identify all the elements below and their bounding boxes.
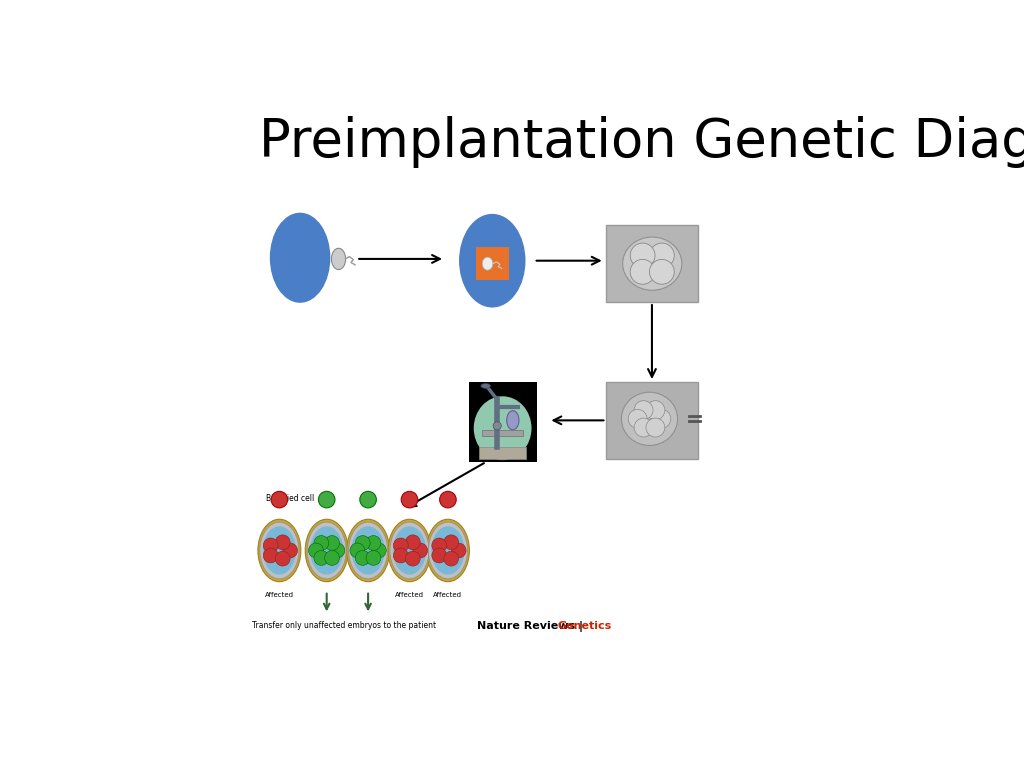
- Ellipse shape: [630, 243, 655, 268]
- Circle shape: [263, 548, 279, 563]
- Circle shape: [355, 551, 370, 565]
- Circle shape: [406, 551, 420, 566]
- Ellipse shape: [263, 526, 296, 574]
- Ellipse shape: [646, 418, 665, 437]
- Circle shape: [271, 492, 288, 508]
- Ellipse shape: [428, 522, 467, 579]
- Circle shape: [359, 492, 377, 508]
- FancyBboxPatch shape: [469, 382, 537, 462]
- Circle shape: [325, 551, 340, 565]
- Circle shape: [401, 492, 418, 508]
- Ellipse shape: [474, 396, 531, 460]
- Ellipse shape: [431, 526, 465, 574]
- Text: Affected: Affected: [395, 592, 424, 598]
- Circle shape: [443, 551, 459, 566]
- Ellipse shape: [393, 526, 426, 574]
- Ellipse shape: [481, 383, 490, 389]
- Circle shape: [314, 551, 329, 565]
- Circle shape: [330, 543, 345, 558]
- Ellipse shape: [390, 522, 429, 579]
- Circle shape: [372, 543, 386, 558]
- Ellipse shape: [258, 519, 301, 581]
- Circle shape: [406, 535, 420, 550]
- Ellipse shape: [305, 519, 348, 581]
- Ellipse shape: [622, 392, 678, 445]
- Circle shape: [263, 538, 279, 553]
- Circle shape: [413, 543, 428, 558]
- FancyBboxPatch shape: [482, 430, 523, 436]
- Text: Genetics: Genetics: [557, 621, 611, 631]
- Circle shape: [366, 535, 381, 551]
- Circle shape: [314, 535, 329, 551]
- Circle shape: [318, 492, 335, 508]
- Circle shape: [432, 538, 446, 553]
- Ellipse shape: [426, 519, 469, 581]
- Ellipse shape: [332, 248, 346, 270]
- Circle shape: [393, 538, 409, 553]
- Circle shape: [452, 543, 466, 558]
- FancyBboxPatch shape: [476, 247, 509, 280]
- Text: Biopsied cell: Biopsied cell: [266, 494, 314, 503]
- Ellipse shape: [482, 257, 493, 270]
- Ellipse shape: [628, 409, 647, 429]
- Circle shape: [308, 543, 324, 558]
- Circle shape: [439, 492, 457, 508]
- FancyBboxPatch shape: [479, 448, 526, 458]
- Circle shape: [355, 535, 370, 551]
- Ellipse shape: [623, 237, 682, 290]
- Circle shape: [275, 551, 290, 566]
- Circle shape: [393, 548, 409, 563]
- Ellipse shape: [649, 243, 674, 268]
- Ellipse shape: [507, 411, 519, 430]
- Ellipse shape: [348, 522, 388, 579]
- Circle shape: [275, 535, 290, 550]
- Ellipse shape: [646, 401, 665, 419]
- Text: Affected: Affected: [265, 592, 294, 598]
- Circle shape: [443, 535, 459, 550]
- Ellipse shape: [351, 526, 385, 574]
- Ellipse shape: [346, 519, 389, 581]
- Circle shape: [494, 422, 502, 430]
- Circle shape: [283, 543, 298, 558]
- Ellipse shape: [307, 522, 346, 579]
- Ellipse shape: [270, 214, 330, 302]
- Ellipse shape: [630, 260, 655, 284]
- Ellipse shape: [634, 401, 653, 419]
- Ellipse shape: [310, 526, 343, 574]
- FancyBboxPatch shape: [606, 382, 698, 458]
- FancyBboxPatch shape: [606, 225, 698, 302]
- Text: Affected: Affected: [433, 592, 463, 598]
- Ellipse shape: [634, 418, 653, 437]
- Ellipse shape: [649, 260, 674, 284]
- Circle shape: [366, 551, 381, 565]
- Text: Preimplantation Genetic Diagnosis: Preimplantation Genetic Diagnosis: [259, 116, 1024, 168]
- Ellipse shape: [388, 519, 431, 581]
- Text: Nature Reviews |: Nature Reviews |: [477, 621, 588, 632]
- Ellipse shape: [260, 522, 299, 579]
- Circle shape: [325, 535, 340, 551]
- Text: Transfer only unaffected embryos to the patient: Transfer only unaffected embryos to the …: [252, 621, 436, 631]
- Ellipse shape: [460, 214, 525, 307]
- Circle shape: [350, 543, 365, 558]
- Ellipse shape: [652, 409, 671, 429]
- Circle shape: [432, 548, 446, 563]
